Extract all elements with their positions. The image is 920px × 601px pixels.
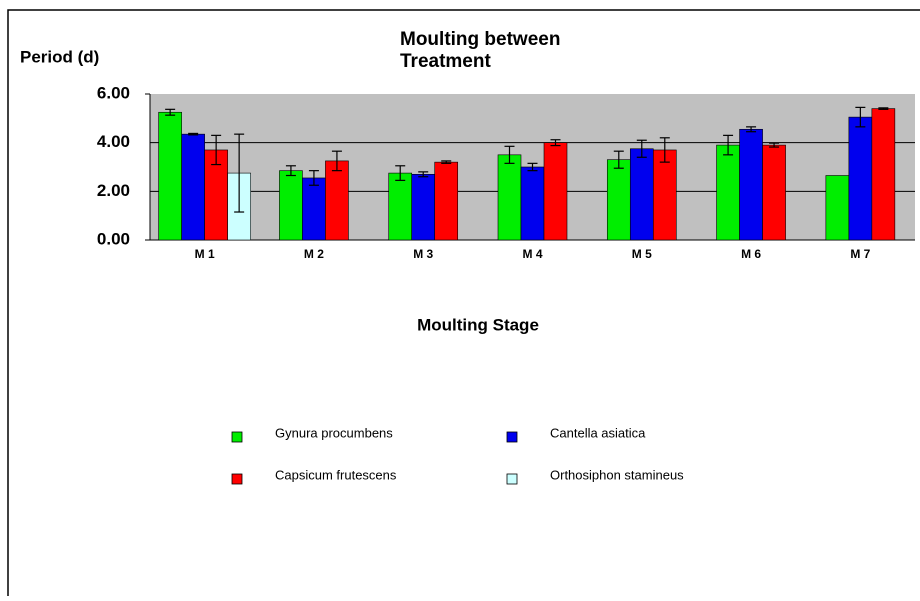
error-bar <box>878 107 889 110</box>
x-tick-label: M 3 <box>413 247 433 261</box>
bar <box>325 160 349 241</box>
legend-label: Capsicum frutescens <box>275 467 397 482</box>
error-bar <box>308 170 319 186</box>
bar <box>497 154 522 241</box>
error-bar <box>550 139 561 147</box>
bar <box>388 172 413 241</box>
legend-label: Gynura procumbens <box>275 425 393 440</box>
bar <box>543 142 568 241</box>
legend-swatch <box>506 473 518 485</box>
bar <box>181 133 205 241</box>
y-tick-label: 4.00 <box>97 132 130 151</box>
bar <box>411 174 436 241</box>
error-bar <box>636 139 647 158</box>
bar <box>716 144 740 241</box>
error-bar <box>769 142 780 148</box>
bar <box>520 166 545 241</box>
chart-title: Moulting between <box>400 29 560 50</box>
legend-label: Cantella asiatica <box>550 425 646 440</box>
error-bar <box>418 171 429 178</box>
y-tick-label: 2.00 <box>97 181 130 200</box>
error-bar <box>188 132 199 136</box>
x-tick-label: M 1 <box>195 247 215 261</box>
legend-swatch <box>231 473 243 485</box>
bar <box>279 170 303 241</box>
y-tick-label: 6.00 <box>97 83 130 102</box>
x-tick-label: M 7 <box>850 247 870 261</box>
error-bar <box>285 165 296 177</box>
x-tick-label: M 2 <box>304 247 324 261</box>
bar <box>158 111 182 241</box>
x-tick-label: M 5 <box>632 247 652 261</box>
bar <box>762 144 786 241</box>
bar <box>871 108 896 241</box>
error-bar <box>659 137 670 163</box>
error-bar <box>746 126 757 133</box>
error-bar <box>527 162 538 172</box>
error-bar <box>441 160 452 164</box>
error-bar <box>723 134 734 156</box>
bar <box>434 161 459 241</box>
bar <box>739 128 763 241</box>
error-bar <box>855 106 866 128</box>
chart-title: Treatment <box>400 51 491 72</box>
bar <box>848 116 873 241</box>
frame <box>7 9 920 601</box>
x-tick-label: M 4 <box>522 247 542 261</box>
error-bar <box>331 150 342 172</box>
error-bar <box>504 145 515 164</box>
legend-label: Orthosiphon stamineus <box>550 467 684 482</box>
bar <box>825 175 850 241</box>
error-bar <box>165 108 176 116</box>
y-axis-label: Period (d) <box>20 47 99 66</box>
error-bar <box>613 150 624 169</box>
bar <box>629 148 654 241</box>
bar <box>652 149 677 241</box>
legend-swatch <box>506 431 518 443</box>
bar <box>606 159 631 241</box>
error-bar <box>234 133 245 213</box>
error-bar <box>211 134 222 166</box>
error-bar <box>395 165 406 181</box>
y-tick-label: 0.00 <box>97 229 130 248</box>
x-tick-label: M 6 <box>741 247 761 261</box>
bar <box>302 177 326 241</box>
legend-swatch <box>231 431 243 443</box>
x-axis-label: Moulting Stage <box>417 315 539 334</box>
